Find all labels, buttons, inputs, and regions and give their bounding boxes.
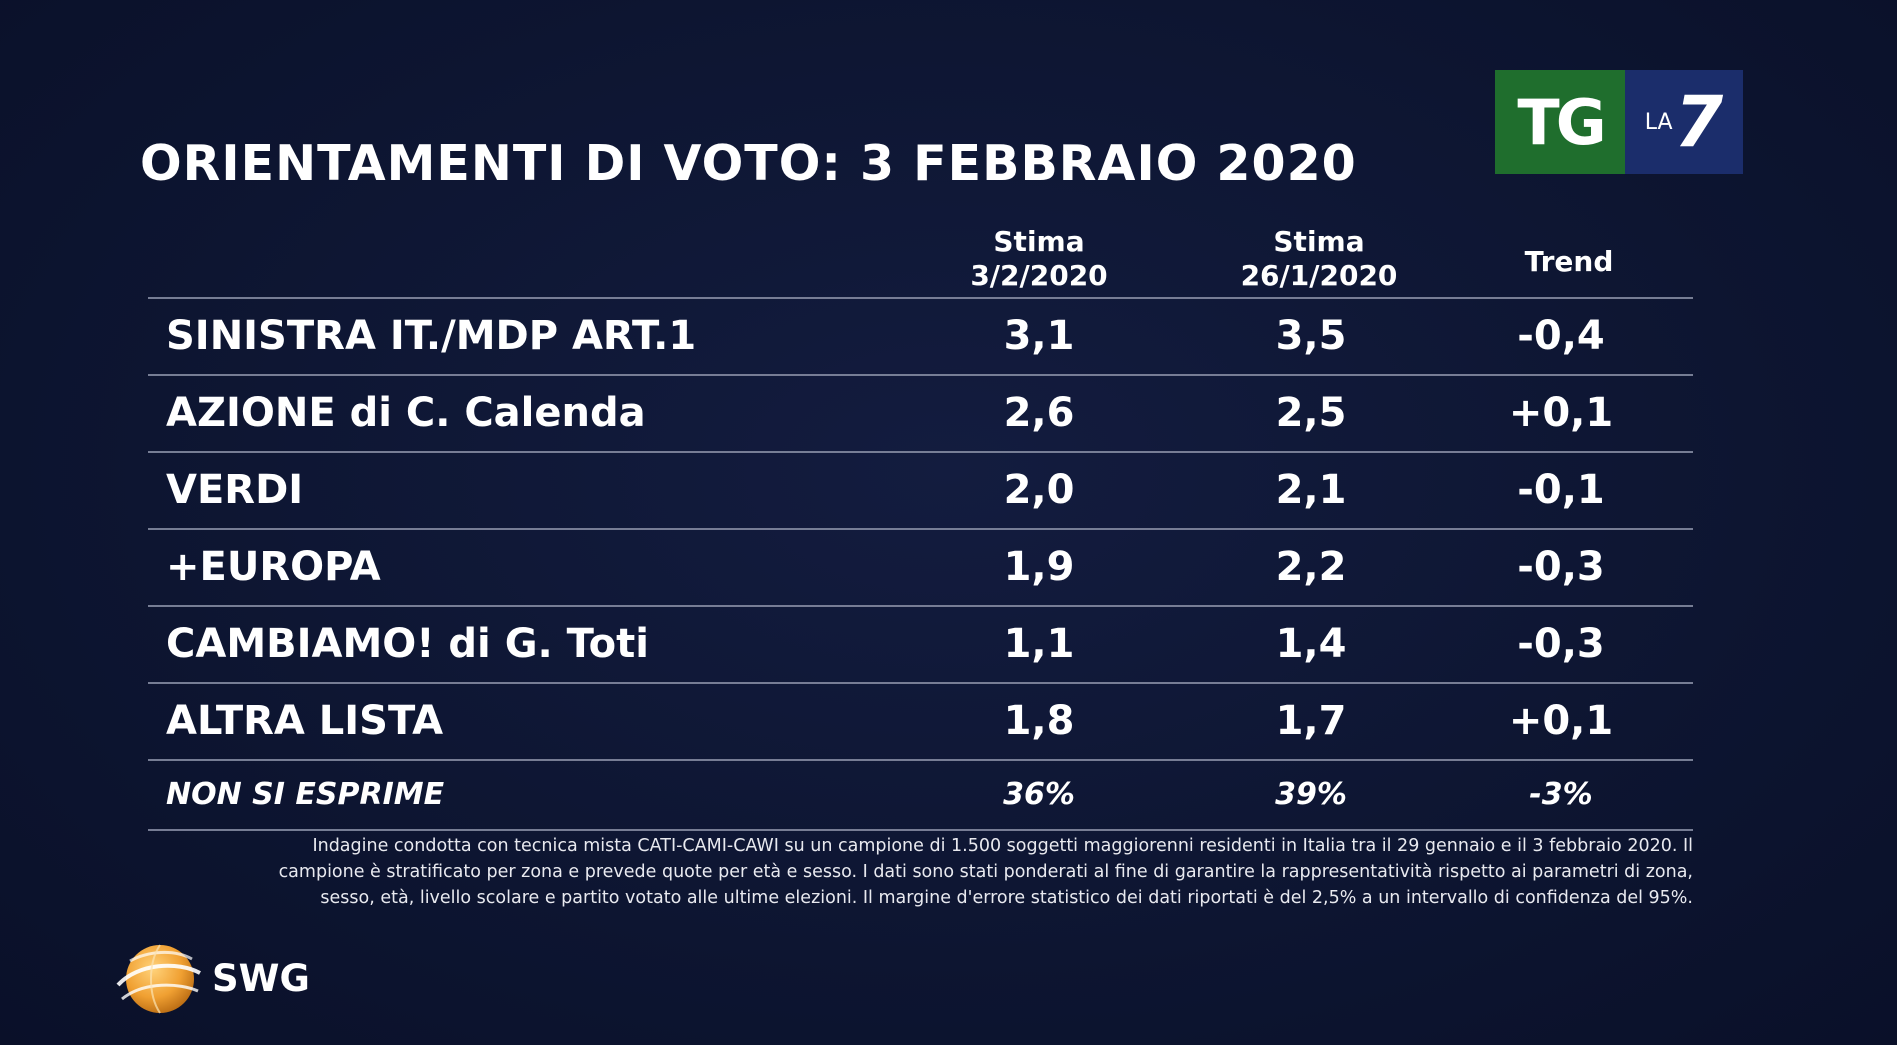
value-stima-3-2: 2,6 xyxy=(1003,390,1075,436)
value-stima-26-1: 2,1 xyxy=(1275,467,1347,513)
party-label: AZIONE di C. Calenda xyxy=(166,390,646,436)
poll-table: Stima 3/2/2020 Stima 26/1/2020 Trend SIN… xyxy=(148,225,1693,831)
column-header-line: Stima xyxy=(993,225,1085,258)
swg-globe-icon xyxy=(116,944,201,1014)
value-trend: +0,1 xyxy=(1508,390,1614,436)
value-stima-3-2: 2,0 xyxy=(1003,467,1075,513)
value-stima-26-1: 3,5 xyxy=(1275,313,1347,359)
party-label: NON SI ESPRIME xyxy=(166,777,445,812)
value-stima-3-2: 1,1 xyxy=(1003,621,1075,667)
party-label: VERDI xyxy=(166,467,304,513)
table-divider xyxy=(148,829,1693,831)
table-row: SINISTRA IT./MDP ART.1 3,1 3,5 -0,4 xyxy=(148,299,1693,374)
note-line: Indagine condotta con tecnica mista CATI… xyxy=(312,836,1693,856)
note-line: sesso, età, livello scolare e partito vo… xyxy=(320,888,1693,908)
swg-text: SWG xyxy=(212,956,310,1000)
party-label: SINISTRA IT./MDP ART.1 xyxy=(166,313,697,359)
table-row: AZIONE di C. Calenda 2,6 2,5 +0,1 xyxy=(148,376,1693,451)
column-header-line: Stima xyxy=(1273,225,1365,258)
table-divider xyxy=(148,297,1693,299)
table-row: ALTRA LISTA 1,8 1,7 +0,1 xyxy=(148,684,1693,759)
value-stima-26-1: 2,5 xyxy=(1275,390,1347,436)
column-header-line: 26/1/2020 xyxy=(1240,259,1398,292)
table-divider xyxy=(148,528,1693,530)
table-divider xyxy=(148,451,1693,453)
value-stima-26-1: 1,7 xyxy=(1275,698,1347,744)
value-stima-26-1: 1,4 xyxy=(1275,621,1347,667)
note-line: campione è stratificato per zona e preve… xyxy=(278,862,1693,882)
table-row: VERDI 2,0 2,1 -0,1 xyxy=(148,453,1693,528)
party-label: +EUROPA xyxy=(166,544,381,590)
value-trend: -3% xyxy=(1529,777,1593,812)
table-header: Stima 3/2/2020 Stima 26/1/2020 Trend xyxy=(148,225,1693,297)
page-title: ORIENTAMENTI DI VOTO: 3 FEBBRAIO 2020 xyxy=(140,135,1357,192)
table-divider xyxy=(148,682,1693,684)
column-header-stima-26-1: Stima 26/1/2020 xyxy=(1196,225,1442,293)
value-stima-26-1: 39% xyxy=(1275,777,1347,812)
value-trend: -0,3 xyxy=(1517,544,1605,590)
value-stima-26-1: 2,2 xyxy=(1275,544,1347,590)
party-label: CAMBIAMO! di G. Toti xyxy=(166,621,649,667)
table-divider xyxy=(148,759,1693,761)
la7-logo: LA 7 xyxy=(1625,70,1743,174)
la7-logo-la: LA xyxy=(1644,109,1673,135)
table-row-footer: NON SI ESPRIME 36% 39% -3% xyxy=(148,761,1693,829)
value-trend: -0,3 xyxy=(1517,621,1605,667)
tg-la7-logo: TG LA 7 xyxy=(1495,70,1743,174)
value-stima-3-2: 36% xyxy=(1003,777,1075,812)
tg-logo-text: TG xyxy=(1495,70,1625,174)
table-divider xyxy=(148,605,1693,607)
methodology-note: Indagine condotta con tecnica mista CATI… xyxy=(148,833,1693,911)
value-trend: -0,4 xyxy=(1517,313,1605,359)
value-trend: -0,1 xyxy=(1517,467,1605,513)
value-trend: +0,1 xyxy=(1508,698,1614,744)
column-header-trend: Trend xyxy=(1524,245,1614,278)
table-row: +EUROPA 1,9 2,2 -0,3 xyxy=(148,530,1693,605)
value-stima-3-2: 1,8 xyxy=(1003,698,1075,744)
column-header-line: 3/2/2020 xyxy=(970,259,1108,292)
table-divider xyxy=(148,374,1693,376)
table-row: CAMBIAMO! di G. Toti 1,1 1,4 -0,3 xyxy=(148,607,1693,682)
la7-logo-seven: 7 xyxy=(1674,81,1724,163)
value-stima-3-2: 1,9 xyxy=(1003,544,1075,590)
swg-logo: SWG xyxy=(108,933,310,1023)
party-label: ALTRA LISTA xyxy=(166,698,444,744)
column-header-stima-3-2: Stima 3/2/2020 xyxy=(916,225,1162,293)
value-stima-3-2: 3,1 xyxy=(1003,313,1075,359)
